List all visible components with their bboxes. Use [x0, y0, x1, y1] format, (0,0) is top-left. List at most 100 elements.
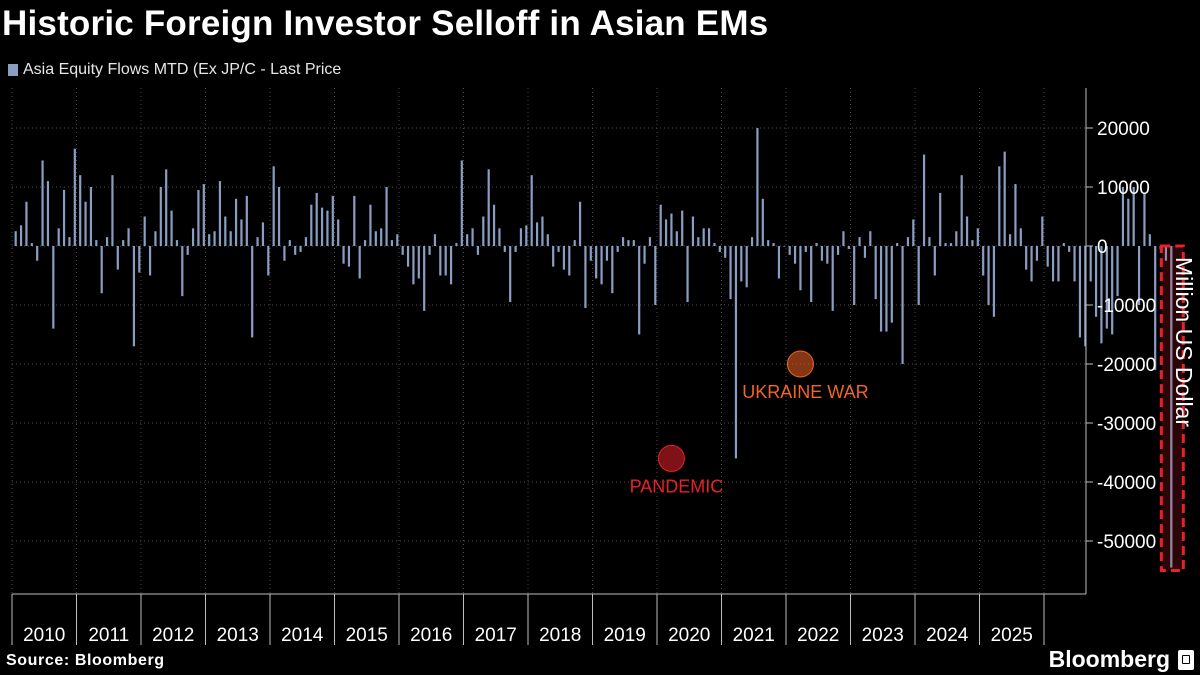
- bar: [826, 246, 829, 264]
- annotation-label: UKRAINE WAR: [742, 382, 868, 402]
- bar: [353, 195, 356, 246]
- bar: [181, 246, 184, 297]
- bar: [466, 234, 469, 246]
- bar: [879, 246, 883, 332]
- bar: [1132, 187, 1135, 246]
- bar: [987, 246, 990, 305]
- y-tick-label: 20000: [1097, 119, 1150, 140]
- annotations: PANDEMIC UKRAINE WAR: [630, 244, 1185, 573]
- bar: [68, 237, 71, 246]
- bar: [380, 228, 383, 246]
- bar-chart: PANDEMIC UKRAINE WAR 20000 10000 0 -10000 -20…: [11, 88, 1197, 645]
- bar: [191, 228, 195, 246]
- y-tick-label: -50000: [1097, 532, 1156, 553]
- bar: [982, 246, 985, 276]
- bar: [310, 204, 313, 246]
- bar: [428, 246, 431, 255]
- bar: [707, 228, 711, 246]
- bar: [546, 234, 549, 246]
- bar: [159, 187, 162, 246]
- bar: [761, 198, 764, 246]
- bar: [638, 246, 641, 335]
- y-tick-label: -10000: [1097, 296, 1156, 317]
- y-tick-label: -30000: [1097, 414, 1156, 435]
- bar: [584, 246, 587, 308]
- bar: [933, 246, 936, 276]
- bar: [836, 246, 840, 255]
- bar: [885, 246, 888, 332]
- bar: [1046, 246, 1049, 267]
- bar: [288, 240, 291, 246]
- bar: [799, 246, 802, 291]
- y-tick-label: 0: [1097, 237, 1108, 258]
- bar: [406, 246, 410, 267]
- bar: [788, 246, 791, 255]
- bar: [320, 207, 324, 246]
- bar: [36, 246, 39, 261]
- x-tick-label: 2022: [797, 625, 839, 645]
- bar: [503, 246, 506, 252]
- bar: [326, 210, 329, 246]
- bar: [476, 246, 480, 255]
- bar: [643, 246, 646, 264]
- bar: [240, 219, 243, 246]
- bar: [111, 175, 114, 246]
- bar: [79, 175, 82, 246]
- bar: [611, 246, 614, 294]
- bar: [127, 228, 130, 246]
- bar: [793, 246, 797, 264]
- bar: [998, 166, 1001, 246]
- bar: [1025, 246, 1028, 270]
- horizontal-gridlines: [12, 127, 1086, 542]
- bar: [1008, 234, 1012, 246]
- bar: [471, 228, 474, 246]
- bar: [939, 192, 942, 246]
- bar: [686, 246, 689, 303]
- bar: [863, 246, 867, 258]
- bar: [1014, 184, 1017, 246]
- bar: [417, 246, 420, 279]
- bar: [718, 246, 721, 252]
- bar: [949, 243, 953, 246]
- x-tick-label: 2018: [539, 625, 581, 645]
- bar: [444, 246, 447, 276]
- bar: [648, 237, 652, 246]
- bar: [912, 219, 915, 246]
- bar: [890, 246, 893, 323]
- bar: [175, 240, 179, 246]
- bar: [1105, 246, 1108, 329]
- bar: [95, 240, 98, 246]
- bar: [25, 201, 28, 246]
- bar: [19, 225, 23, 246]
- bar: [971, 240, 974, 246]
- bar: [525, 225, 528, 246]
- bar: [100, 246, 103, 294]
- bar: [342, 246, 345, 264]
- x-tick-label: 2020: [668, 625, 710, 645]
- bar: [358, 246, 361, 279]
- x-axis: 2010 2011 2012 2013 2014 2015 2016 2017 2018 2019…: [11, 593, 1086, 645]
- x-tick-label: 2019: [604, 625, 646, 645]
- bar: [1137, 246, 1141, 305]
- bar: [944, 243, 947, 246]
- bar: [396, 234, 399, 246]
- bar: [14, 231, 17, 246]
- bar: [423, 246, 426, 311]
- bar: [73, 148, 76, 246]
- bar: [89, 187, 93, 246]
- bar: [869, 231, 872, 246]
- bar: [1035, 246, 1039, 261]
- bar: [487, 169, 490, 246]
- bar-series: [14, 128, 1173, 568]
- bar: [385, 187, 388, 246]
- bar: [267, 246, 270, 276]
- bar: [30, 243, 33, 246]
- bar: [412, 246, 415, 285]
- bar: [729, 246, 732, 300]
- bar: [208, 234, 211, 246]
- bar: [815, 243, 818, 246]
- bar: [659, 204, 662, 246]
- bar: [224, 216, 227, 246]
- bar: [557, 246, 560, 252]
- bar: [315, 192, 318, 246]
